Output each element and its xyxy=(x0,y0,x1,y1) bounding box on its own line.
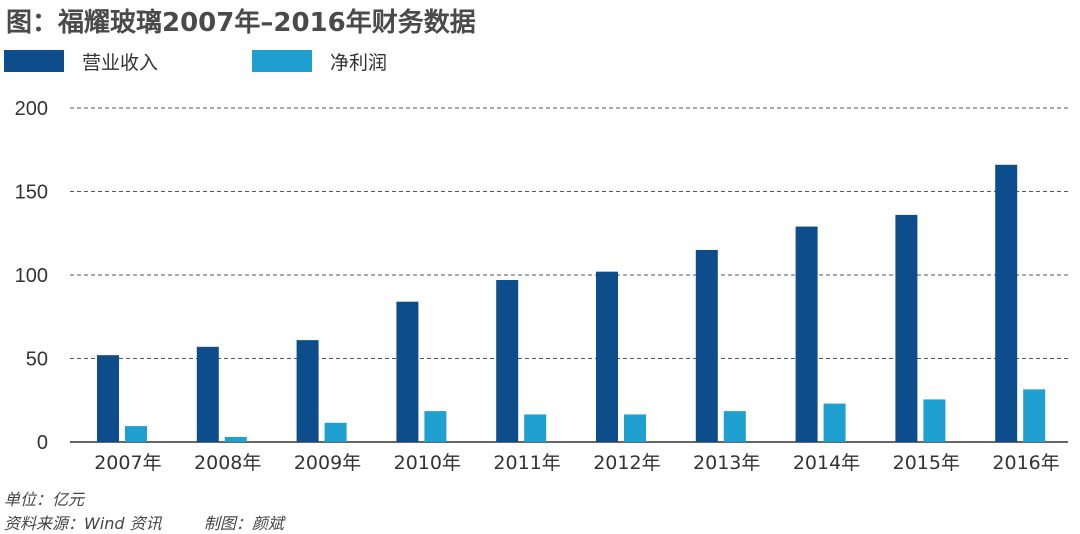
legend-swatch-profit xyxy=(252,50,312,72)
x-tick-label: 2008年 xyxy=(194,452,261,474)
profit-bar xyxy=(424,411,447,442)
legend-item-revenue: 营业收入 xyxy=(4,46,158,76)
revenue-bar xyxy=(97,355,119,442)
y-tick-label: 0 xyxy=(37,432,48,454)
profit-bar xyxy=(1023,389,1046,442)
y-tick-label: 200 xyxy=(15,98,48,120)
bar-chart: 0 50 100 150 200 2007年 2008年 2009年 2010年 2011年 201… xyxy=(15,98,1068,474)
profit-bar xyxy=(324,422,347,442)
legend-label-profit: 净利润 xyxy=(330,51,388,74)
revenue-bar xyxy=(296,340,319,442)
revenue-bar xyxy=(895,214,918,442)
revenue-bar xyxy=(196,346,219,442)
maker-text: 制图：颜斌 xyxy=(203,514,284,533)
profit-bar xyxy=(224,436,247,442)
chart-title: 图：福耀玻璃2007年–2016年财务数据 xyxy=(6,8,476,38)
y-tick-label: 150 xyxy=(15,182,48,204)
profit-bar xyxy=(923,399,946,442)
revenue-bar xyxy=(695,249,718,442)
revenue-bar xyxy=(795,226,818,442)
revenue-bar xyxy=(496,280,519,442)
profit-bar xyxy=(524,414,547,442)
legend-item-profit: 净利润 xyxy=(252,46,387,76)
x-tick-label: 2009年 xyxy=(294,452,361,474)
x-tick-label: 2007年 xyxy=(94,452,161,474)
y-tick-label: 100 xyxy=(15,265,48,287)
source-note: 资料来源：Wind 资讯 制图：颜斌 xyxy=(4,510,284,534)
x-tick-label: 2012年 xyxy=(593,452,660,474)
revenue-bar xyxy=(995,164,1018,442)
legend-label-revenue: 营业收入 xyxy=(82,51,159,74)
x-tick-label: 2011年 xyxy=(493,452,560,474)
x-tick-label: 2013年 xyxy=(693,452,760,474)
profit-bar xyxy=(624,414,646,442)
revenue-bar xyxy=(596,271,618,442)
x-tick-label: 2015年 xyxy=(893,452,960,474)
x-tick-label: 2010年 xyxy=(394,452,461,474)
x-tick-label: 2016年 xyxy=(992,452,1059,474)
source-text: 资料来源：Wind 资讯 xyxy=(4,514,162,533)
legend-swatch-revenue xyxy=(4,50,64,72)
revenue-bar xyxy=(396,301,419,442)
x-tick-label: 2014年 xyxy=(793,452,860,474)
profit-bar xyxy=(125,426,147,442)
profit-bar xyxy=(723,411,746,442)
unit-note: 单位：亿元 xyxy=(4,490,85,509)
y-tick-label: 50 xyxy=(26,349,48,371)
profit-bar xyxy=(823,403,846,442)
